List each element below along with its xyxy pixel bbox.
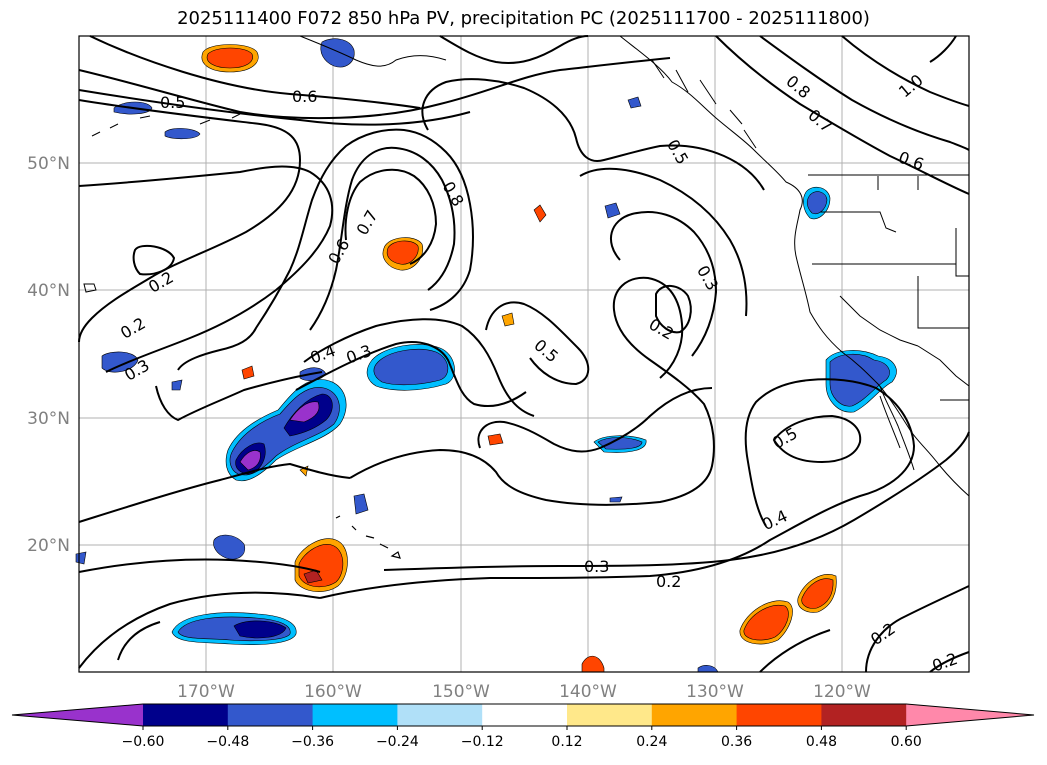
colorbar-segment <box>227 704 314 726</box>
contour-label: 0.2 <box>656 572 681 591</box>
lat-tick-label: 30°N <box>27 409 70 429</box>
colorbar-label: −0.36 <box>291 734 334 750</box>
colorbar-segment <box>567 704 653 726</box>
lon-tick-label: 130°W <box>686 682 744 702</box>
precip-negative-patch <box>627 96 642 109</box>
map-title: 2025111400 F072 850 hPa PV, precipitatio… <box>177 8 870 29</box>
colorbar-segment <box>736 704 822 726</box>
precip-positive-patch <box>487 433 504 446</box>
colorbar-label: 0.48 <box>806 734 837 750</box>
map-frame <box>78 35 970 673</box>
colorbar-segment <box>482 704 568 726</box>
precip-negative-patch <box>806 191 828 215</box>
lon-ticks: 170°W 160°W 150°W 140°W 130°W 120°W <box>177 682 871 702</box>
precip-negative-patch <box>164 128 201 140</box>
precip-negative-patch <box>213 534 246 560</box>
precip-positive-patch <box>533 204 547 223</box>
precip-negative-patch <box>609 496 623 503</box>
colorbar-segment <box>397 704 483 726</box>
precip-negative-patch <box>353 493 369 515</box>
precip-negative-patch <box>320 38 355 68</box>
precip-positive-patch <box>386 240 419 265</box>
precip-negative-patch <box>829 353 890 407</box>
coastlines <box>83 35 970 497</box>
lon-tick-label: 120°W <box>813 682 871 702</box>
precip-positive-patch <box>303 569 323 584</box>
precip-positive-patch <box>743 604 789 641</box>
precip-negative-patch <box>289 401 320 423</box>
precip-positive-patch <box>501 312 515 327</box>
hawaiian-islands <box>335 515 401 559</box>
contour-label: 0.5 <box>160 93 185 112</box>
precip-negative-patch <box>604 202 621 219</box>
contour-label: 0.3 <box>584 557 609 576</box>
colorbar-label: 0.24 <box>636 734 667 750</box>
precip-negative-patch <box>75 551 87 565</box>
precip-negative-patch <box>239 450 261 471</box>
lat-tick-label: 20°N <box>27 536 70 556</box>
colorbar: −0.60 −0.48 −0.36 −0.24 −0.12 0.12 0.24 0.36 0.4… <box>11 703 1035 750</box>
colorbar-label: 0.60 <box>891 734 922 750</box>
colorbar-label: −0.24 <box>376 734 419 750</box>
precip-negative-patch <box>171 379 183 391</box>
lon-tick-label: 150°W <box>432 682 490 702</box>
colorbar-label: 0.36 <box>721 734 752 750</box>
lat-tick-label: 50°N <box>27 154 70 174</box>
precip-positive-patch <box>241 365 255 380</box>
contour-label: 0.6 <box>292 87 317 106</box>
colorbar-label: 0.12 <box>551 734 582 750</box>
colorbar-extend-high <box>906 704 1034 726</box>
precip-positive-patch <box>206 47 253 69</box>
colorbar-extend-low <box>12 704 143 726</box>
colorbar-segment <box>143 704 229 726</box>
colorbar-segment <box>651 704 738 726</box>
colorbar-label: −0.48 <box>206 734 249 750</box>
precip-negative-patch <box>233 620 287 639</box>
colorbar-segment <box>821 704 907 726</box>
pv-contours <box>78 35 970 673</box>
colorbar-segment <box>312 704 398 726</box>
precip-positive-patch <box>581 655 605 673</box>
precip-negative-patch <box>597 437 643 450</box>
lat-tick-label: 40°N <box>27 281 70 301</box>
precip-positive-patch <box>801 578 834 609</box>
precip-shading <box>75 38 897 673</box>
colorbar-label: −0.60 <box>122 734 165 750</box>
lat-ticks: 50°N 40°N 30°N 20°N <box>27 154 70 556</box>
colorbar-label: −0.12 <box>461 734 504 750</box>
lon-tick-label: 160°W <box>304 682 362 702</box>
lon-tick-label: 140°W <box>559 682 617 702</box>
lon-tick-label: 170°W <box>177 682 235 702</box>
precip-negative-patch <box>373 348 449 386</box>
